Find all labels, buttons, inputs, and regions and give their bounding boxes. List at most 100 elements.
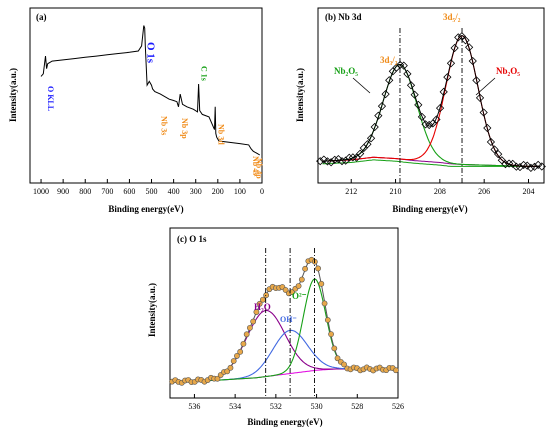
panel-c-frame	[169, 227, 399, 399]
panel-c: (c) O 1s Binding energy(eV) Intensity(a.…	[147, 227, 404, 427]
panel-a-xlabel: Binding energy(eV)	[108, 204, 183, 214]
envelope-line	[322, 35, 540, 167]
data-point	[230, 358, 237, 364]
data-point	[399, 61, 408, 70]
panel-b-3d32: 3d₃/₂	[380, 55, 398, 65]
data-point	[475, 93, 485, 102]
data-point	[319, 155, 328, 164]
panel-b-3d52: 3d₅/₂	[443, 12, 461, 22]
panel-b-arrow-right	[475, 77, 496, 96]
data-point	[450, 43, 459, 53]
peak-label: O 1s	[145, 42, 157, 64]
data-point	[515, 162, 525, 172]
x-tick-label: 200	[212, 187, 224, 196]
panel-c-h2o: H₂O	[254, 302, 271, 312]
data-point	[316, 157, 325, 166]
panel-b-label: (b) Nb 3d	[325, 12, 362, 22]
panel-a-ylabel: Intensity(a.u.)	[8, 68, 18, 122]
panel-b-xlabel: Binding energy(eV)	[392, 204, 467, 214]
data-point	[327, 158, 336, 167]
panel-a-survey-line	[40, 25, 261, 156]
data-point	[537, 162, 546, 171]
data-point	[381, 90, 390, 99]
data-point	[392, 63, 401, 72]
panel-b: (b) Nb 3d Binding energy(eV) Intensity(a…	[295, 7, 546, 214]
data-point	[324, 317, 331, 323]
data-point	[256, 300, 263, 307]
data-point	[298, 276, 305, 283]
panel-c-oh: OH⁻	[280, 315, 297, 324]
data-point	[494, 150, 503, 159]
data-point	[454, 33, 463, 42]
data-point	[468, 56, 477, 66]
data-point	[406, 81, 416, 90]
data-point	[263, 292, 270, 299]
data-point	[224, 368, 231, 375]
panel-a-frame	[29, 7, 263, 184]
data-point	[363, 140, 372, 149]
peak-label: Nb 4s	[251, 156, 260, 175]
panel-c-ylabel: Intensity(a.u.)	[147, 283, 157, 337]
component-peak	[174, 278, 394, 383]
peak-label: Nb 3p	[180, 118, 189, 139]
x-tick-label: 800	[79, 187, 91, 196]
data-point	[237, 348, 244, 355]
data-point	[331, 345, 338, 352]
data-point	[403, 69, 412, 78]
component-peak	[322, 35, 540, 167]
data-point	[315, 265, 321, 272]
data-point	[356, 149, 365, 158]
data-point	[214, 375, 221, 382]
data-point	[321, 300, 328, 307]
data-point	[483, 123, 492, 133]
data-point	[374, 111, 383, 120]
x-tick-label: 204	[522, 187, 534, 196]
panel-b-nb2o5-left: Nb₂O₅	[334, 66, 358, 76]
x-tick-label: 208	[434, 187, 446, 196]
data-point	[385, 76, 394, 85]
x-tick-label: 528	[351, 402, 363, 411]
x-tick-label: 536	[188, 402, 200, 411]
data-point	[461, 36, 470, 45]
x-tick-label: 700	[101, 187, 113, 196]
data-point	[519, 160, 528, 170]
x-tick-label: 210	[390, 187, 402, 196]
background-line-2	[322, 159, 540, 167]
data-point	[523, 161, 532, 170]
data-point	[486, 137, 496, 147]
data-point	[330, 155, 339, 164]
data-point	[410, 90, 419, 99]
x-tick-label: 1000	[33, 187, 49, 196]
panel-b-frame	[317, 7, 545, 184]
x-tick-label: 400	[168, 187, 180, 196]
data-point	[341, 361, 347, 368]
data-point	[240, 340, 247, 347]
data-point	[370, 122, 379, 132]
panel-a-label: (a)	[36, 12, 47, 22]
x-tick-label: 100	[234, 187, 246, 196]
data-point	[465, 43, 474, 52]
x-tick-label: 500	[146, 187, 158, 196]
data-point	[302, 265, 308, 272]
peak-label: Nb 3d	[217, 124, 226, 145]
peak-label: C 1s	[200, 66, 209, 81]
x-tick-label: 532	[270, 402, 282, 411]
panel-a: (a) Binding energy(eV) Intensity(a.u.) 1…	[8, 7, 264, 214]
data-point	[526, 163, 535, 172]
data-point	[247, 324, 253, 331]
data-point	[334, 355, 341, 362]
panel-b-arrow-left	[352, 77, 371, 94]
data-point	[472, 76, 481, 85]
data-point	[534, 160, 543, 169]
x-tick-label: 300	[190, 187, 202, 196]
panel-c-label: (c) O 1s	[177, 234, 207, 244]
panel-b-ylabel: Intensity(a.u.)	[295, 68, 305, 122]
data-point	[328, 331, 334, 338]
x-tick-label: 534	[229, 402, 241, 411]
data-point	[250, 318, 257, 325]
data-point	[366, 134, 376, 143]
panel-c-o2: O²⁻	[292, 291, 307, 301]
data-point	[443, 73, 452, 82]
data-point	[435, 103, 445, 113]
